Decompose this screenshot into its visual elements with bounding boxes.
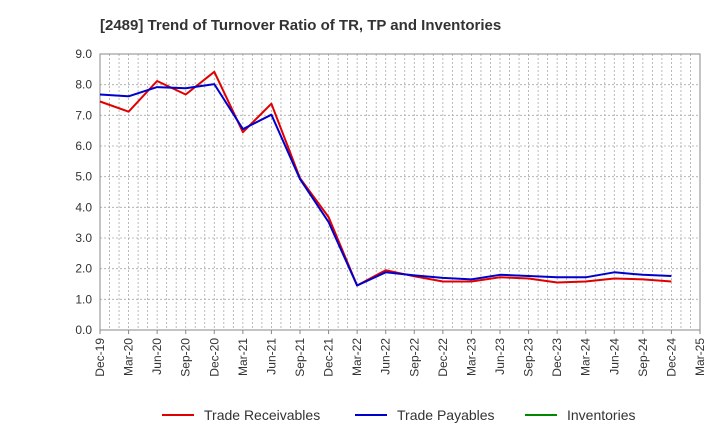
legend-label-trade-receivables: Trade Receivables [204,407,320,423]
x-tick-label: Dec-22 [436,338,450,377]
x-tick-label: Sep-23 [522,338,536,377]
x-tick-label: Dec-24 [664,338,678,377]
grid-lines [100,54,700,330]
chart-title: [2489] Trend of Turnover Ratio of TR, TP… [100,17,501,34]
x-tick-label: Dec-19 [93,338,107,377]
x-tick-label: Dec-23 [550,338,564,377]
y-tick-label: 4.0 [75,200,92,214]
y-tick-label: 5.0 [75,170,92,184]
x-tick-label: Mar-23 [464,338,478,376]
y-tick-label: 0.0 [75,323,92,337]
legend-label-trade-payables: Trade Payables [397,407,495,423]
x-tick-label: Jun-21 [264,338,278,375]
x-tick-label: Jun-23 [493,338,507,375]
x-tick-label: Mar-22 [350,338,364,376]
y-tick-label: 8.0 [75,78,92,92]
y-tick-label: 6.0 [75,139,92,153]
series-lines [99,70,672,287]
legend: Trade Receivables Trade Payables Inventori… [162,407,635,423]
x-tick-label: Mar-21 [236,338,250,376]
x-tick-label: Jun-22 [379,338,393,375]
x-axis: Dec-19 Mar-20 Jun-20 Sep-20 Dec-20 Mar-21 Jun-… [93,330,707,377]
y-tick-label: 2.0 [75,262,92,276]
series-line-trade-payables [99,83,672,287]
x-tick-label: Sep-22 [407,338,421,377]
x-tick-label: Dec-21 [322,338,336,377]
legend-label-inventories: Inventories [567,407,635,423]
x-tick-label: Mar-25 [693,338,707,376]
x-tick-label: Sep-21 [293,338,307,377]
plot-frame [99,53,701,331]
x-tick-label: Sep-24 [636,338,650,377]
x-tick-label: Mar-24 [579,338,593,376]
x-tick-label: Dec-20 [207,338,221,377]
y-axis: 0.0 1.0 2.0 3.0 4.0 5.0 6.0 7.0 8.0 9.0 [75,47,92,337]
y-tick-label: 3.0 [75,231,92,245]
y-tick-label: 7.0 [75,108,92,122]
x-tick-label: Sep-20 [179,338,193,377]
x-tick-label: Jun-20 [150,338,164,375]
x-tick-label: Jun-24 [607,338,621,375]
x-tick-label: Mar-20 [122,338,136,376]
y-tick-label: 1.0 [75,292,92,306]
y-tick-label: 9.0 [75,47,92,61]
